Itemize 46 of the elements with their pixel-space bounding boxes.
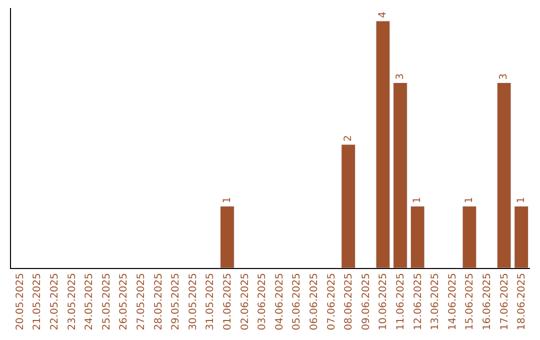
data-label: 3 — [394, 73, 406, 80]
x-tick-label: 03.06.2025 — [257, 273, 268, 330]
x-tick-label: 06.06.2025 — [309, 273, 320, 330]
x-tick-label: 07.06.2025 — [326, 273, 338, 330]
data-label: 2 — [342, 135, 354, 142]
data-label: 1 — [516, 196, 527, 204]
data-label: 3 — [498, 73, 510, 80]
data-label: 1 — [222, 196, 233, 204]
bar — [496, 82, 512, 268]
x-tick-label: 08.06.2025 — [344, 273, 355, 330]
x-tick-label: 26.05.2025 — [118, 273, 130, 330]
x-tick-label: 14.06.2025 — [447, 273, 458, 330]
bar — [462, 206, 477, 268]
x-tick-label: 27.05.2025 — [136, 273, 147, 330]
x-tick-label: 11.06.2025 — [396, 273, 406, 330]
bar — [410, 206, 425, 268]
x-tick-label: 29.05.2025 — [170, 273, 182, 330]
bar — [376, 20, 390, 268]
bar — [341, 144, 356, 268]
x-tick-label: 23.05.2025 — [66, 273, 78, 330]
x-tick-label: 30.05.2025 — [188, 273, 199, 330]
bar — [393, 82, 408, 268]
data-label: 1 — [464, 196, 475, 204]
x-tick-label: 16.06.2025 — [482, 273, 493, 330]
bar — [514, 206, 529, 268]
x-tick-label: 15.06.2025 — [464, 273, 476, 330]
x-tick-label: 09.06.2025 — [360, 273, 372, 330]
x-tick-label: 28.05.2025 — [153, 273, 164, 330]
x-tick-label: 22.05.2025 — [50, 273, 60, 330]
x-tick-label: 21.05.2025 — [32, 273, 44, 330]
x-tick-label: 24.05.2025 — [84, 273, 96, 330]
data-label: 1 — [412, 196, 424, 204]
x-tick-label: 25.05.2025 — [101, 273, 112, 330]
x-tick-label: 12.06.2025 — [412, 273, 424, 330]
x-tick-label: 17.06.2025 — [499, 273, 510, 330]
x-tick-label: 10.06.2025 — [378, 273, 390, 330]
bar — [220, 206, 234, 268]
x-tick-label: 01.06.2025 — [222, 273, 234, 330]
x-tick-label: 13.06.2025 — [430, 273, 442, 330]
x-tick-label: 20.05.2025 — [14, 273, 26, 330]
x-tick-label: 04.06.2025 — [274, 273, 286, 330]
x-tick-label: 31.05.2025 — [205, 273, 216, 330]
x-tick-label: 18.06.2025 — [516, 273, 528, 330]
x-tick-label: 02.06.2025 — [240, 273, 251, 330]
data-label: 4 — [377, 12, 388, 18]
x-tick-label: 05.06.2025 — [292, 273, 303, 330]
